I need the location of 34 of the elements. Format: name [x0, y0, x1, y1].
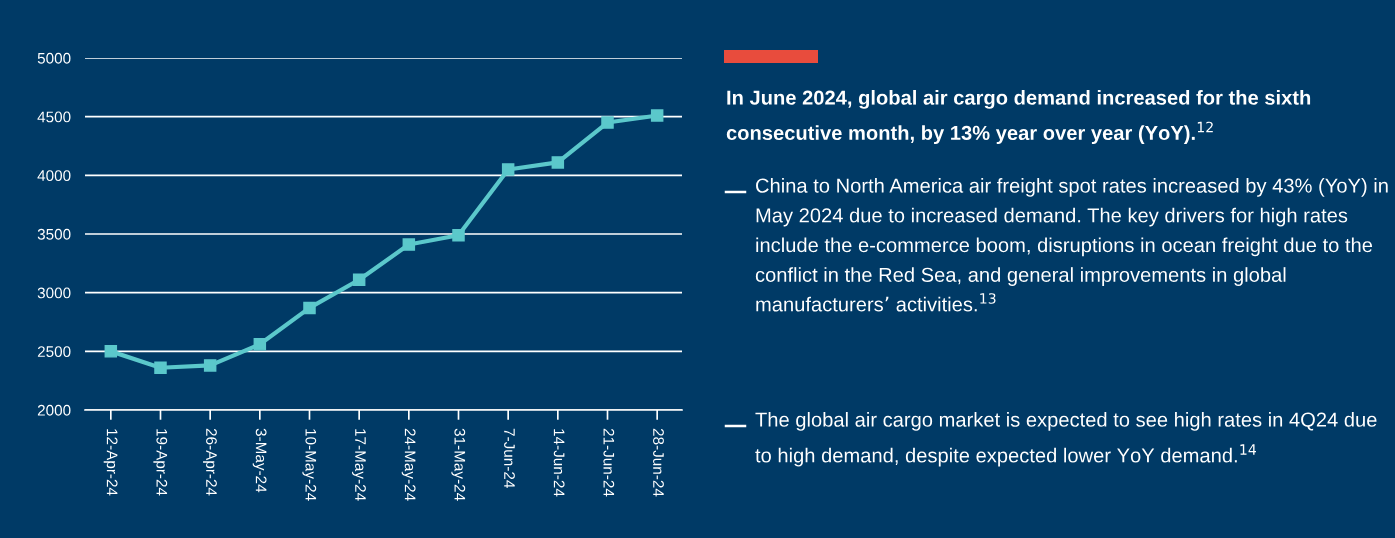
- point: [501, 163, 515, 176]
- point: [253, 338, 267, 351]
- point: [601, 116, 614, 129]
- x-tick-label: 21-Jun-24: [603, 428, 615, 497]
- x-tick-label: 14-Jun-24: [553, 429, 565, 497]
- y-tick-label: 4500: [37, 111, 71, 123]
- x-tick-label: 28-Jun-24: [653, 428, 664, 497]
- x-tick-label: 24-May-24: [401, 428, 416, 501]
- text: China to North America air freight spot rates increased by 43% (YoY) in May 2024 due to increased demand. The key drivers for high rates include the e-commerce boom, disruptions in ocean freight due to the conflict in the Red Sea, and general improvements in global manufacturers’ activities.$^{13}$: [755, 178, 1388, 312]
- point: [650, 109, 664, 122]
- point: [303, 301, 316, 315]
- x-tick-label: 10-May-24: [302, 429, 317, 501]
- point: [104, 345, 118, 358]
- x-tick-label: 12-Apr-24: [103, 429, 118, 496]
- x-tick-label: 31-May-24: [451, 428, 466, 501]
- y-tick-label: 2500: [37, 346, 71, 358]
- x-tick-label: 3-May-24: [252, 428, 267, 493]
- x-tick-label: 19-Apr-24: [153, 429, 168, 496]
- x-tick-label: 17-May-24: [352, 429, 366, 501]
- y-tick-label: 5000: [37, 52, 71, 64]
- text: The global air cargo market is expected to see high rates in 4Q24 due to high demand, despite expected lower YoY demand.$^{14}$: [755, 412, 1377, 467]
- y-tick-label: 2000: [37, 404, 71, 416]
- x-tick-label: 7-Jun-24: [504, 428, 515, 488]
- point: [352, 273, 366, 287]
- point: [452, 228, 465, 242]
- y-tick-label: 3000: [37, 287, 71, 299]
- x-tick-label: 26-Apr-24: [203, 428, 217, 496]
- y-tick-label: 4000: [37, 170, 71, 182]
- point: [551, 156, 565, 169]
- text: In June 2024, global air cargo demand increased for the sixth consecutive month, by 13% year over year (YoY).$^{12}$: [726, 90, 1311, 145]
- point: [154, 361, 167, 375]
- point: [402, 238, 416, 251]
- point: [203, 359, 217, 372]
- y-tick-label: 3500: [37, 228, 71, 240]
